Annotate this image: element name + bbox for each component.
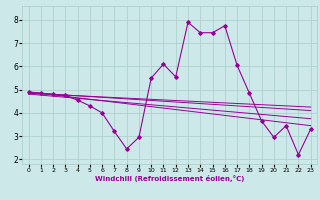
X-axis label: Windchill (Refroidissement éolien,°C): Windchill (Refroidissement éolien,°C) <box>95 175 244 182</box>
